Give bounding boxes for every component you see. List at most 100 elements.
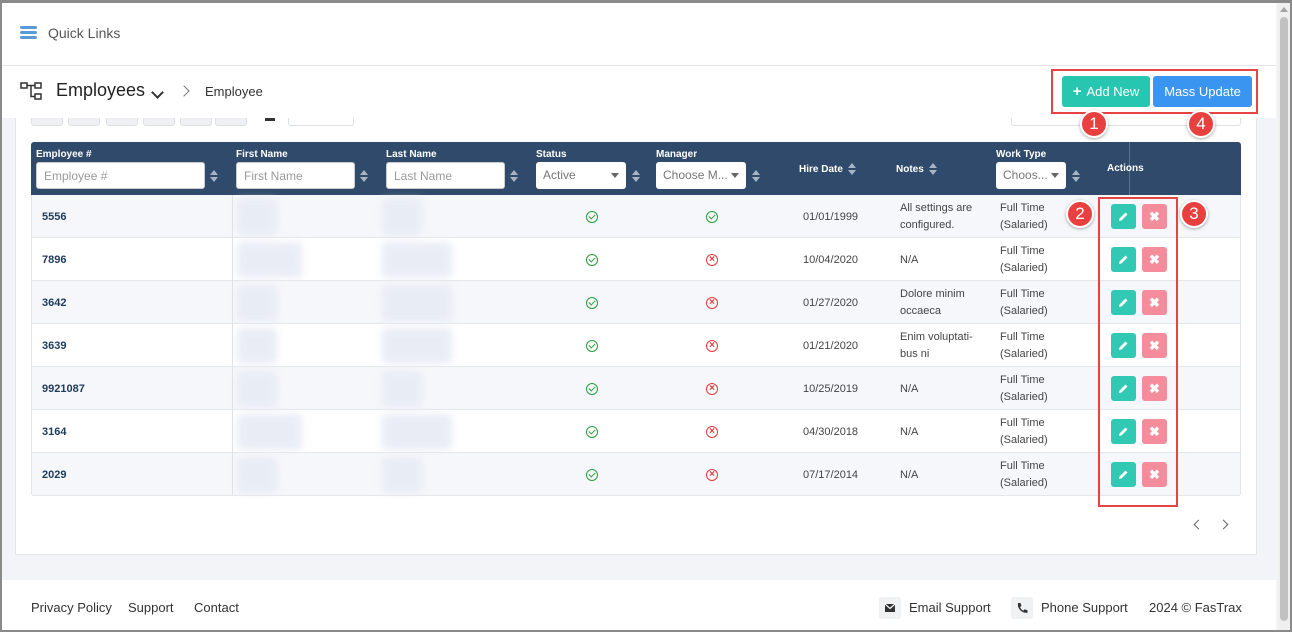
manager-no-icon: ×: [706, 469, 718, 481]
sort-icon[interactable]: [928, 163, 937, 176]
pencil-icon: [1119, 384, 1128, 393]
edit-button[interactable]: [1111, 204, 1136, 229]
last-name-redacted: [382, 371, 422, 407]
sort-icon[interactable]: [510, 170, 518, 183]
toolbar-button[interactable]: [143, 118, 175, 126]
edit-button[interactable]: [1111, 333, 1136, 358]
employee-id-link[interactable]: 3164: [42, 426, 67, 438]
table-search-input[interactable]: [1011, 118, 1241, 126]
highlight-box-actions: [1098, 197, 1178, 507]
pencil-icon: [1119, 341, 1128, 350]
page-title[interactable]: Employees: [56, 80, 146, 100]
delete-button[interactable]: ✖: [1142, 204, 1167, 229]
employee-id-link[interactable]: 3639: [42, 340, 67, 352]
toolbar-button[interactable]: [31, 118, 63, 126]
column-header-first-name[interactable]: First Name: [236, 149, 288, 160]
add-new-button[interactable]: + Add New: [1062, 76, 1150, 107]
work-type-cell: Full Time (Salaried): [1000, 288, 1048, 317]
notes-cell: N/A: [900, 426, 919, 438]
mass-update-button[interactable]: Mass Update: [1153, 76, 1252, 107]
work-type-filter-select[interactable]: Choos...: [996, 162, 1066, 189]
edit-button[interactable]: [1111, 247, 1136, 272]
sort-icon[interactable]: [632, 170, 640, 183]
sort-icon[interactable]: [210, 170, 218, 183]
privacy-policy-link[interactable]: Privacy Policy: [31, 600, 112, 615]
scroll-thumb[interactable]: [1280, 17, 1288, 621]
email-support-link[interactable]: Email Support: [909, 600, 991, 615]
delete-button[interactable]: ✖: [1142, 247, 1167, 272]
employee-id-link[interactable]: 7896: [42, 254, 67, 266]
page-scrollbar[interactable]: [1278, 3, 1290, 630]
annotation-badge-3: 3: [1180, 200, 1208, 228]
table-row[interactable]: 7896 × 10/04/2020 N/A Full Time (Salaried) ✖: [32, 238, 1240, 281]
first-name-redacted: [237, 457, 277, 493]
manager-filter-select[interactable]: Choose M...: [656, 162, 746, 189]
first-name-redacted: [237, 414, 302, 450]
last-name-filter-input[interactable]: [386, 162, 505, 189]
scroll-up-arrow-icon[interactable]: [1280, 7, 1288, 12]
column-header-employee-no[interactable]: Employee #: [36, 149, 92, 160]
column-header-work-type[interactable]: Work Type: [996, 149, 1047, 160]
delete-button[interactable]: ✖: [1142, 419, 1167, 444]
work-type-cell: Full Time (Salaried): [1000, 202, 1048, 231]
pencil-icon: [1119, 212, 1128, 221]
last-name-redacted: [382, 199, 422, 235]
last-name-redacted: [382, 457, 422, 493]
chevron-down-icon[interactable]: [151, 86, 164, 99]
table-row[interactable]: 3164 × 04/30/2018 N/A Full Time (Salaried) ✖: [32, 410, 1240, 453]
last-name-redacted: [382, 414, 452, 450]
employee-id-link[interactable]: 5556: [42, 211, 67, 223]
first-name-redacted: [237, 371, 277, 407]
page-size-select[interactable]: [288, 118, 354, 126]
table-row[interactable]: 3642 × 01/27/2020 Dolore minim occaeca Full …: [32, 281, 1240, 324]
first-name-filter-input[interactable]: [236, 162, 355, 189]
column-header-hire-date[interactable]: Hire Date: [799, 163, 856, 176]
sort-icon[interactable]: [847, 163, 856, 176]
first-name-redacted: [237, 285, 277, 321]
employee-id-link[interactable]: 9921087: [42, 383, 85, 395]
sort-icon[interactable]: [1072, 170, 1080, 183]
last-name-redacted: [382, 285, 452, 321]
toolbar-button[interactable]: [215, 118, 247, 126]
manager-no-icon: ×: [706, 297, 718, 309]
column-header-last-name[interactable]: Last Name: [386, 149, 437, 160]
work-type-cell: Full Time (Salaried): [1000, 417, 1048, 446]
annotation-badge-2: 2: [1066, 200, 1094, 228]
edit-button[interactable]: [1111, 290, 1136, 315]
status-active-icon: [586, 340, 598, 352]
notes-cell: N/A: [900, 254, 919, 266]
work-type-filter-value: Choos...: [1003, 168, 1048, 182]
column-header-status[interactable]: Status: [536, 149, 567, 160]
table-row[interactable]: 9921087 × 10/25/2019 N/A Full Time (Salaried…: [32, 367, 1240, 410]
sort-icon[interactable]: [752, 170, 760, 183]
employee-no-filter-input[interactable]: [36, 162, 205, 189]
menu-icon[interactable]: [20, 26, 37, 40]
manager-no-icon: ×: [706, 383, 718, 395]
table-row[interactable]: 3639 × 01/21/2020 Enim voluptati-bus ni Full…: [32, 324, 1240, 367]
quick-links-label[interactable]: Quick Links: [48, 25, 121, 41]
toolbar-button[interactable]: [180, 118, 212, 126]
edit-button[interactable]: [1111, 419, 1136, 444]
delete-button[interactable]: ✖: [1142, 462, 1167, 487]
column-header-manager[interactable]: Manager: [656, 149, 698, 160]
phone-support-link[interactable]: Phone Support: [1041, 600, 1128, 615]
table-row[interactable]: 2029 × 07/17/2014 N/A Full Time (Salaried) ✖: [32, 453, 1240, 496]
sort-icon[interactable]: [360, 170, 368, 183]
status-filter-select[interactable]: Active: [536, 162, 626, 189]
employee-id-link[interactable]: 3642: [42, 297, 67, 309]
toolbar-button[interactable]: [106, 118, 138, 126]
toolbar-button[interactable]: [68, 118, 100, 126]
delete-button[interactable]: ✖: [1142, 376, 1167, 401]
employee-id-link[interactable]: 2029: [42, 469, 67, 481]
delete-button[interactable]: ✖: [1142, 333, 1167, 358]
first-name-redacted: [237, 328, 277, 364]
work-type-cell: Full Time (Salaried): [1000, 374, 1048, 403]
support-link[interactable]: Support: [128, 600, 174, 615]
delete-button[interactable]: ✖: [1142, 290, 1167, 315]
column-header-notes[interactable]: Notes: [896, 163, 937, 176]
first-name-redacted: [237, 242, 302, 278]
contact-link[interactable]: Contact: [194, 600, 239, 615]
table-row[interactable]: 5556 01/01/1999 All settings are configure…: [32, 195, 1240, 238]
edit-button[interactable]: [1111, 376, 1136, 401]
edit-button[interactable]: [1111, 462, 1136, 487]
